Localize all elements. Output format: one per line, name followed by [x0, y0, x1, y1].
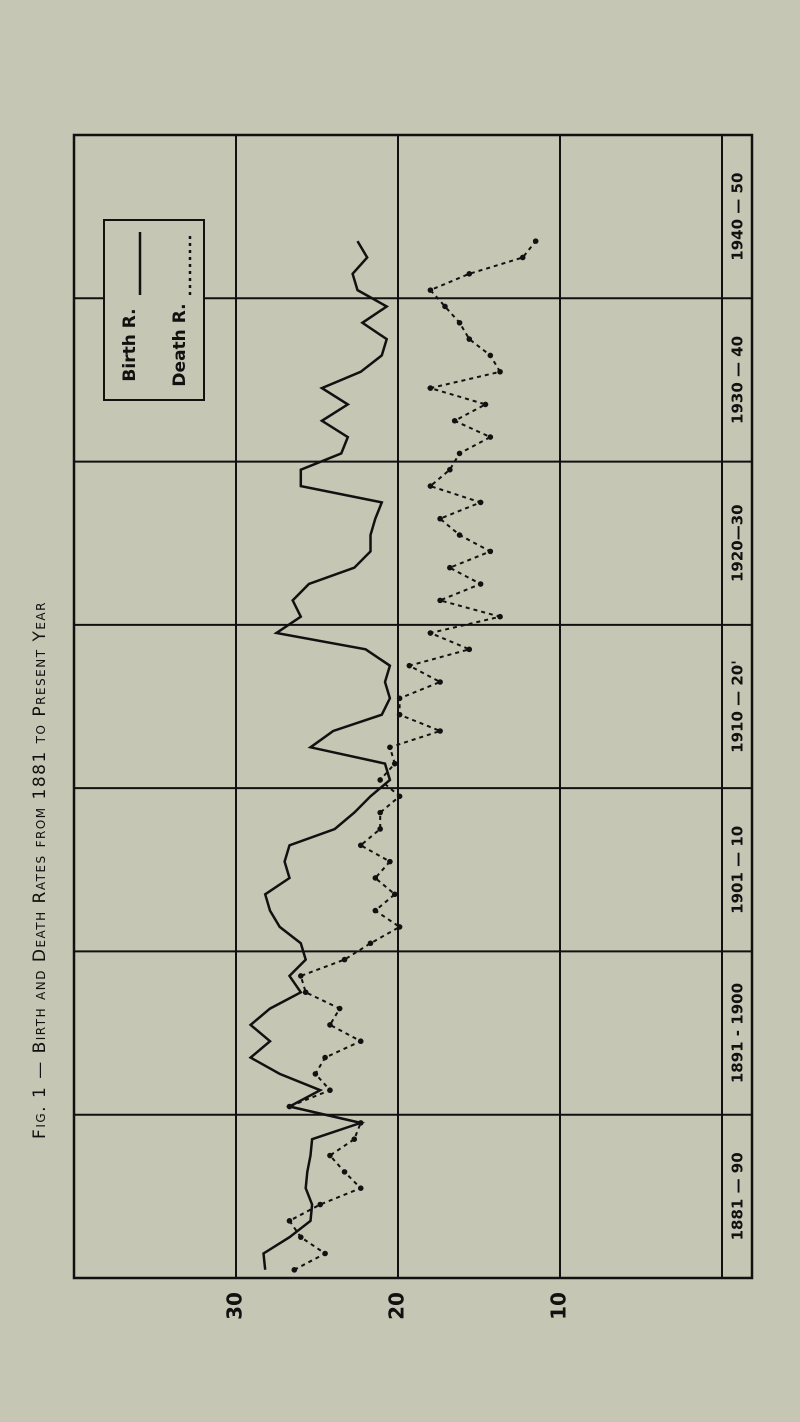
series-point — [322, 1054, 328, 1061]
value-tick-label: 20 — [385, 1292, 409, 1320]
value-tick-label: 30 — [223, 1292, 247, 1320]
series-point — [367, 940, 374, 947]
period-label: 1901 — 10 — [729, 826, 747, 914]
series-line — [248, 240, 392, 1270]
series-point — [406, 662, 413, 669]
series-point — [322, 1250, 328, 1257]
series-point — [341, 1169, 348, 1175]
series-point — [317, 1201, 324, 1208]
series-point — [497, 613, 503, 620]
series-point — [519, 254, 526, 261]
frame — [72, 133, 754, 1280]
legend-label: Death R. — [170, 303, 190, 386]
series-point — [482, 401, 489, 408]
series-point — [377, 777, 383, 783]
series-point — [532, 238, 539, 244]
series-point — [286, 1103, 293, 1110]
period-label: 1930 — 40 — [729, 336, 747, 424]
legend-box — [103, 219, 205, 401]
series-point — [391, 760, 398, 767]
series-point — [456, 532, 463, 538]
legend-label: Birth R. — [120, 308, 140, 381]
series-point — [497, 368, 503, 375]
series-point — [286, 1218, 293, 1224]
period-label: 1910 — 20' — [729, 660, 747, 753]
series-point — [357, 1038, 364, 1045]
series-point — [487, 352, 494, 359]
chart-title: Fig. 1 — Birth and Death Rates from 1881… — [30, 601, 50, 1139]
series-point — [327, 1152, 333, 1159]
series-point — [437, 597, 443, 604]
series-point — [351, 1136, 358, 1143]
series-point — [466, 336, 473, 342]
series-point — [442, 303, 448, 310]
series-point — [477, 499, 484, 506]
value-tick-label: 10 — [547, 1292, 571, 1320]
series-point — [451, 417, 458, 424]
series-point — [298, 1234, 304, 1240]
series-point — [477, 581, 484, 587]
series-point — [447, 466, 453, 473]
series-point — [396, 695, 403, 702]
series-point — [357, 842, 364, 849]
series-point — [437, 515, 443, 522]
series-point — [447, 564, 453, 571]
series-point — [427, 385, 434, 391]
series-point — [437, 728, 443, 734]
period-label: 1881 — 90 — [729, 1152, 747, 1240]
series-point — [487, 434, 494, 440]
series-point — [327, 1022, 333, 1028]
series-point — [302, 989, 309, 996]
series-point — [377, 826, 383, 832]
series-point — [291, 1267, 298, 1273]
series-point — [456, 319, 463, 326]
series-point — [341, 956, 348, 963]
series-point — [357, 1120, 364, 1126]
series-point — [312, 1071, 319, 1077]
series-point — [456, 450, 463, 457]
series-point — [427, 287, 434, 293]
series-point — [466, 646, 473, 653]
series-point — [437, 679, 443, 685]
series-point — [357, 1185, 364, 1191]
period-label: 1940 — 50 — [729, 173, 747, 261]
series-point — [372, 907, 379, 914]
series-point — [396, 924, 403, 930]
series-point — [387, 858, 393, 865]
series-point — [377, 809, 383, 816]
series-point — [396, 793, 403, 800]
series-point — [466, 270, 473, 277]
series-point — [427, 630, 434, 636]
period-label: 1891 - 1900 — [729, 983, 747, 1083]
period-label: 1920—30 — [729, 504, 747, 582]
series-point — [327, 1087, 333, 1094]
series-point — [396, 711, 403, 718]
series-point — [336, 1005, 343, 1012]
series-point — [427, 483, 434, 489]
series-point — [391, 891, 398, 898]
series-point — [298, 973, 304, 979]
legend: Birth R. Death R. — [103, 219, 205, 401]
series-point — [487, 548, 494, 555]
series-line — [286, 240, 537, 1271]
series-point — [372, 875, 379, 881]
series-point — [387, 744, 393, 751]
